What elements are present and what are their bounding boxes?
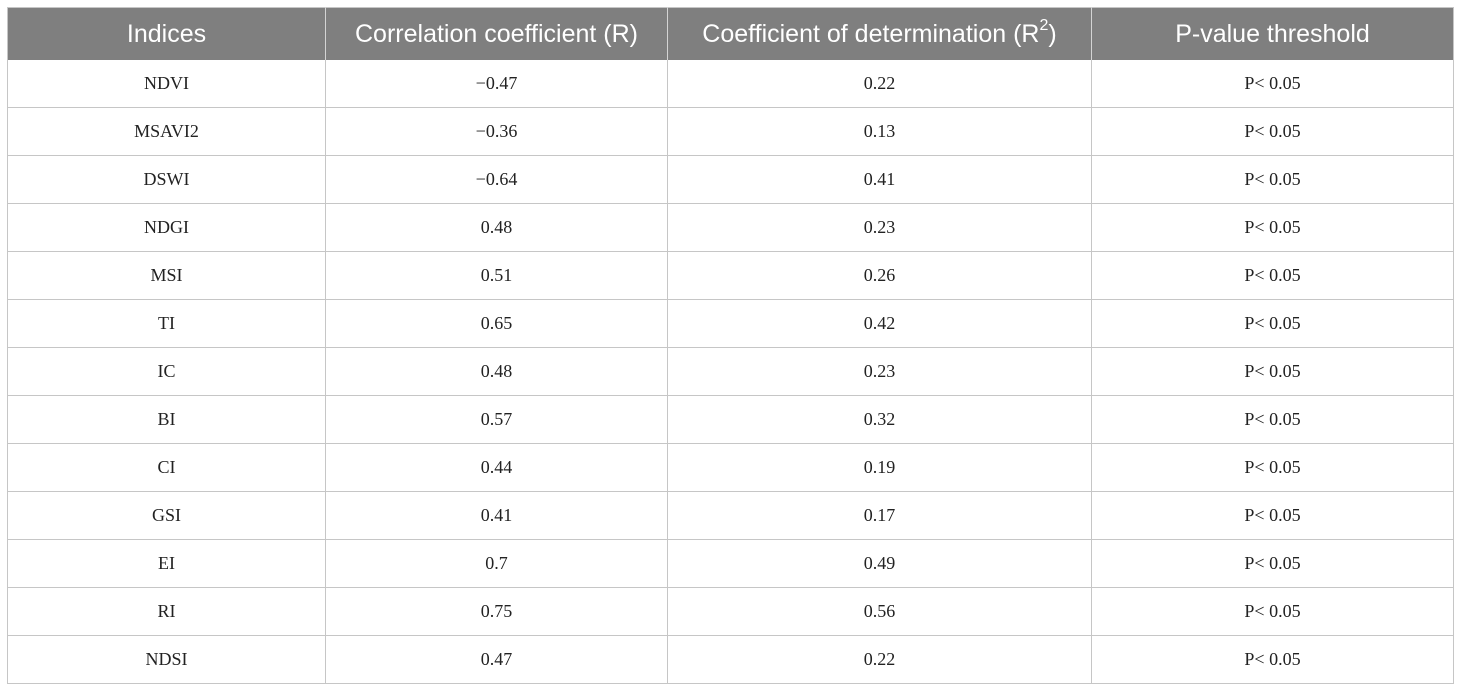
correlation-table: Indices Correlation coefficient (R) Coef… (7, 7, 1454, 684)
cell-determination: 0.41 (667, 155, 1092, 204)
cell-p-value: P< 0.05 (1091, 155, 1454, 204)
cell-p-value: P< 0.05 (1091, 107, 1454, 156)
cell-p-value: P< 0.05 (1091, 491, 1454, 540)
header-indices: Indices (7, 7, 326, 60)
cell-determination: 0.17 (667, 491, 1092, 540)
cell-correlation: 0.7 (325, 539, 668, 588)
cell-index: GSI (7, 491, 326, 540)
cell-determination: 0.49 (667, 539, 1092, 588)
table-row: RI 0.75 0.56 P< 0.05 (7, 587, 1454, 636)
cell-p-value: P< 0.05 (1091, 587, 1454, 636)
cell-correlation: 0.51 (325, 251, 668, 300)
cell-index: DSWI (7, 155, 326, 204)
cell-index: CI (7, 443, 326, 492)
cell-p-value: P< 0.05 (1091, 395, 1454, 444)
header-coefficient-of-determination: Coefficient of determination (R2) (667, 7, 1092, 60)
cell-p-value: P< 0.05 (1091, 443, 1454, 492)
table-row: BI 0.57 0.32 P< 0.05 (7, 395, 1454, 444)
cell-correlation: −0.36 (325, 107, 668, 156)
table-row: MSAVI2 −0.36 0.13 P< 0.05 (7, 107, 1454, 156)
cell-correlation: 0.48 (325, 203, 668, 252)
cell-correlation: −0.47 (325, 60, 668, 108)
table-row: GSI 0.41 0.17 P< 0.05 (7, 491, 1454, 540)
table-row: IC 0.48 0.23 P< 0.05 (7, 347, 1454, 396)
table-row: DSWI −0.64 0.41 P< 0.05 (7, 155, 1454, 204)
cell-p-value: P< 0.05 (1091, 251, 1454, 300)
cell-index: NDSI (7, 635, 326, 684)
cell-index: RI (7, 587, 326, 636)
cell-determination: 0.19 (667, 443, 1092, 492)
cell-determination: 0.13 (667, 107, 1092, 156)
cell-determination: 0.42 (667, 299, 1092, 348)
table-row: NDGI 0.48 0.23 P< 0.05 (7, 203, 1454, 252)
table-header: Indices Correlation coefficient (R) Coef… (7, 7, 1454, 60)
cell-index: MSAVI2 (7, 107, 326, 156)
cell-correlation: 0.48 (325, 347, 668, 396)
table-row: NDSI 0.47 0.22 P< 0.05 (7, 635, 1454, 684)
cell-p-value: P< 0.05 (1244, 649, 1301, 669)
cell-index: IC (7, 347, 326, 396)
cell-correlation: 0.57 (325, 395, 668, 444)
cell-index: MSI (7, 251, 326, 300)
cell-determination: 0.32 (667, 395, 1092, 444)
cell-determination: 0.26 (667, 251, 1092, 300)
table-row: NDVI −0.47 0.22 P< 0.05 (7, 60, 1454, 108)
cell-p-value: P< 0.05 (1091, 60, 1454, 108)
table-row: EI 0.7 0.49 P< 0.05 (7, 539, 1454, 588)
header-determination-suffix: ) (1048, 19, 1057, 48)
cell-determination: 0.22 (667, 60, 1092, 108)
cell-index: TI (7, 299, 326, 348)
table-row: TI 0.65 0.42 P< 0.05 (7, 299, 1454, 348)
cell-correlation: 0.41 (325, 491, 668, 540)
cell-index: NDGI (7, 203, 326, 252)
header-p-value-threshold: P-value threshold (1091, 7, 1454, 60)
cell-correlation: −0.64 (325, 155, 668, 204)
cell-index: EI (7, 539, 326, 588)
cell-p-value: P< 0.05 (1091, 299, 1454, 348)
cell-determination: 0.22 (667, 635, 1092, 684)
header-row: Indices Correlation coefficient (R) Coef… (7, 7, 1454, 60)
header-correlation-coefficient: Correlation coefficient (R) (325, 7, 668, 60)
cell-correlation: 0.44 (325, 443, 668, 492)
table-row: MSI 0.51 0.26 P< 0.05 (7, 251, 1454, 300)
cell-determination: 0.56 (667, 587, 1092, 636)
table-body: NDVI −0.47 0.22 P< 0.05 MSAVI2 −0.36 0.13 P< 0.… (7, 60, 1454, 684)
cell-determination: 0.23 (667, 347, 1092, 396)
header-determination-prefix: Coefficient of determination (R (702, 19, 1040, 48)
cell-p-value: P< 0.05 (1091, 539, 1454, 588)
cell-correlation: 0.47 (325, 635, 668, 684)
header-determination-superscript: 2 (1039, 17, 1049, 35)
cell-index: NDVI (7, 60, 326, 108)
cell-determination: 0.23 (667, 203, 1092, 252)
cell-p-value: P< 0.05 (1091, 347, 1454, 396)
cell-p-value: P< 0.05 (1091, 203, 1454, 252)
table-row: CI 0.44 0.19 P< 0.05 (7, 443, 1454, 492)
cell-correlation: 0.65 (325, 299, 668, 348)
cell-correlation: 0.75 (325, 587, 668, 636)
cell-index: BI (7, 395, 326, 444)
